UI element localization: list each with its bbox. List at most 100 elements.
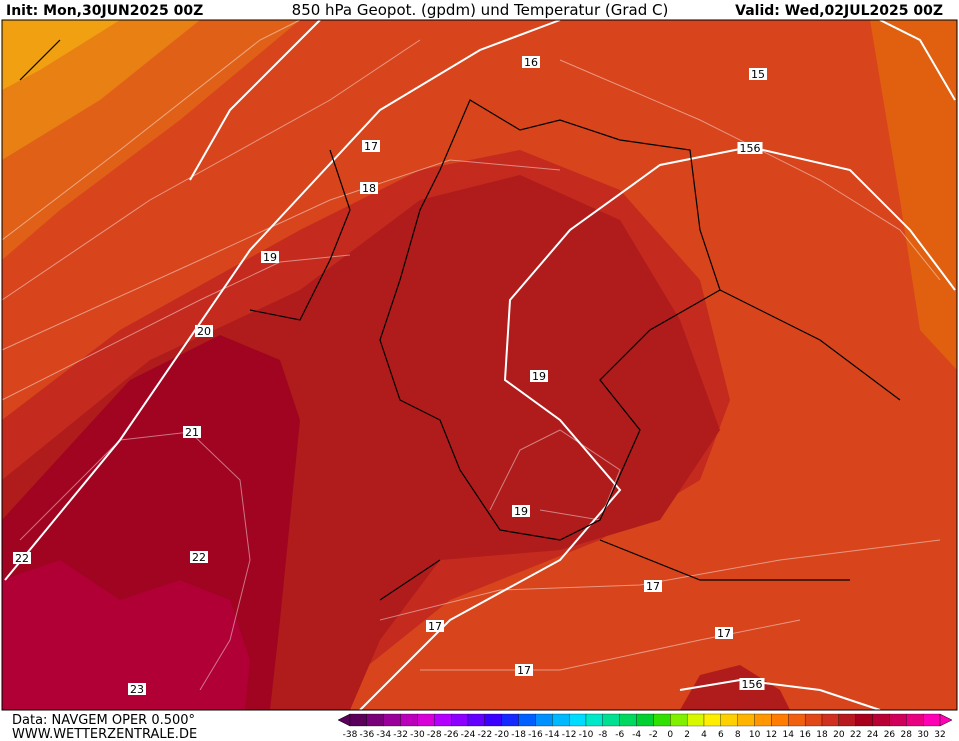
- contour-label: 156: [740, 142, 761, 155]
- geopotential-lines: [4, 19, 956, 711]
- contour-label: 23: [130, 683, 144, 696]
- data-source: Data: NAVGEM OPER 0.500°: [12, 713, 195, 728]
- temp-8: [2, 20, 120, 90]
- colorbar-swatch: [922, 713, 941, 727]
- colorbar-label: 10: [749, 730, 761, 740]
- colorbar-swatch: [366, 713, 384, 727]
- contour-label: 19: [532, 370, 546, 383]
- colorbar-swatch: [754, 713, 772, 727]
- contour-label: 17: [428, 620, 442, 633]
- label-box: [515, 664, 533, 676]
- colorbar-label: 16: [799, 730, 811, 740]
- temp-18-south: [680, 665, 790, 710]
- colorbar-label: -16: [528, 730, 543, 740]
- colorbar-swatch: [602, 713, 620, 727]
- contour-label: 17: [364, 140, 378, 153]
- colorbar-swatch: [552, 713, 570, 727]
- colorbar-swatch: [720, 713, 738, 727]
- colorbar-swatch: [804, 713, 823, 727]
- colorbar-swatch: [737, 713, 755, 727]
- colorbar-swatch: [788, 713, 806, 727]
- colorbar-label: -30: [410, 730, 425, 740]
- colorbar-label: -14: [545, 730, 560, 740]
- colorbar-label: -28: [427, 730, 442, 740]
- colorbar-label: -10: [579, 730, 594, 740]
- colorbar-swatch: [484, 713, 502, 727]
- colorbar-label: -4: [632, 730, 641, 740]
- label-box: [530, 370, 548, 382]
- label-box: [715, 627, 733, 639]
- contour-label: 22: [15, 552, 29, 565]
- label-box: [360, 182, 378, 194]
- colorbar-label: -22: [478, 730, 493, 740]
- colorbar-swatch: [670, 713, 688, 727]
- contour-label: 156: [742, 678, 763, 691]
- map-title: 850 hPa Geopot. (gpdm) und Temperatur (G…: [292, 1, 669, 19]
- colorbar-label: -38: [343, 730, 358, 740]
- colorbar-swatch: [434, 713, 452, 727]
- contour-label: 16: [524, 56, 538, 69]
- label-box: [522, 56, 540, 68]
- colorbar-label: -2: [649, 730, 658, 740]
- contour-label: 21: [185, 426, 199, 439]
- colorbar-swatch: [686, 713, 705, 727]
- label-box: [644, 580, 662, 592]
- contour-label: 19: [263, 251, 277, 264]
- colorbar-label: -32: [393, 730, 408, 740]
- valid-time: Valid: Wed,02JUL2025 00Z: [735, 3, 943, 19]
- colorbar-label: -6: [615, 730, 624, 740]
- colorbar-label: -26: [444, 730, 459, 740]
- contour-label: 20: [197, 325, 211, 338]
- colorbar-label: 26: [884, 730, 896, 740]
- colorbar-swatch: [889, 713, 907, 727]
- label-box: [739, 678, 765, 690]
- colorbar-swatch: [703, 713, 722, 727]
- contour-labels: 16 15 17 156 18 19 20 21 22 22 23 19 19 17 17 17 17 156: [13, 56, 767, 696]
- colorbar-swatch: [467, 713, 486, 727]
- map-area: 16 15 17 156 18 19 20 21 22 22 23 19 19 17 17 17 17 156: [1, 19, 957, 711]
- colorbar-swatch: [771, 713, 789, 727]
- colorbar-swatch: [568, 713, 587, 727]
- contour-label: 15: [751, 68, 765, 81]
- temp-22: [2, 560, 250, 710]
- contour-label: 18: [362, 182, 376, 195]
- site: WWW.WETTERZENTRALE.DE: [12, 727, 197, 741]
- country-borders: [19, 39, 901, 601]
- label-box: [128, 683, 146, 695]
- label-box: [261, 251, 279, 263]
- colorbar-swatch: [821, 713, 840, 727]
- colorbar-label: 24: [867, 730, 879, 740]
- colorbar-label: -18: [511, 730, 526, 740]
- colorbar-swatch: [872, 713, 890, 727]
- map-frame: [1, 19, 958, 711]
- colorbar-swatch: [349, 713, 368, 727]
- colorbar-label: 8: [735, 730, 741, 740]
- colorbar-swatch: [906, 713, 924, 727]
- temp-12-east: [870, 20, 957, 370]
- colorbar-label: 0: [667, 730, 673, 740]
- colorbar-label: -24: [461, 730, 476, 740]
- label-box: [749, 68, 767, 80]
- colorbar-label: 6: [718, 730, 724, 740]
- contour-label: 17: [646, 580, 660, 593]
- label-box: [737, 142, 763, 154]
- colorbar-label: -34: [376, 730, 391, 740]
- colorbar-swatch: [838, 713, 856, 727]
- colorbar-label: 22: [850, 730, 861, 740]
- colorbar-label: 18: [816, 730, 828, 740]
- colorbar-swatch: [417, 713, 435, 727]
- colorbar-label: 12: [766, 730, 777, 740]
- colorbar-swatch: [653, 713, 671, 727]
- contour-label: 17: [517, 664, 531, 677]
- colorbar-swatch: [619, 713, 637, 727]
- label-box: [183, 426, 201, 438]
- label-box: [362, 140, 380, 152]
- colorbar-label: -8: [598, 730, 607, 740]
- colorbar-label: -12: [562, 730, 577, 740]
- colorbar-swatch: [535, 713, 553, 727]
- contour-label: 17: [717, 627, 731, 640]
- label-box: [13, 552, 31, 564]
- label-box: [512, 505, 530, 517]
- label-box: [190, 551, 208, 563]
